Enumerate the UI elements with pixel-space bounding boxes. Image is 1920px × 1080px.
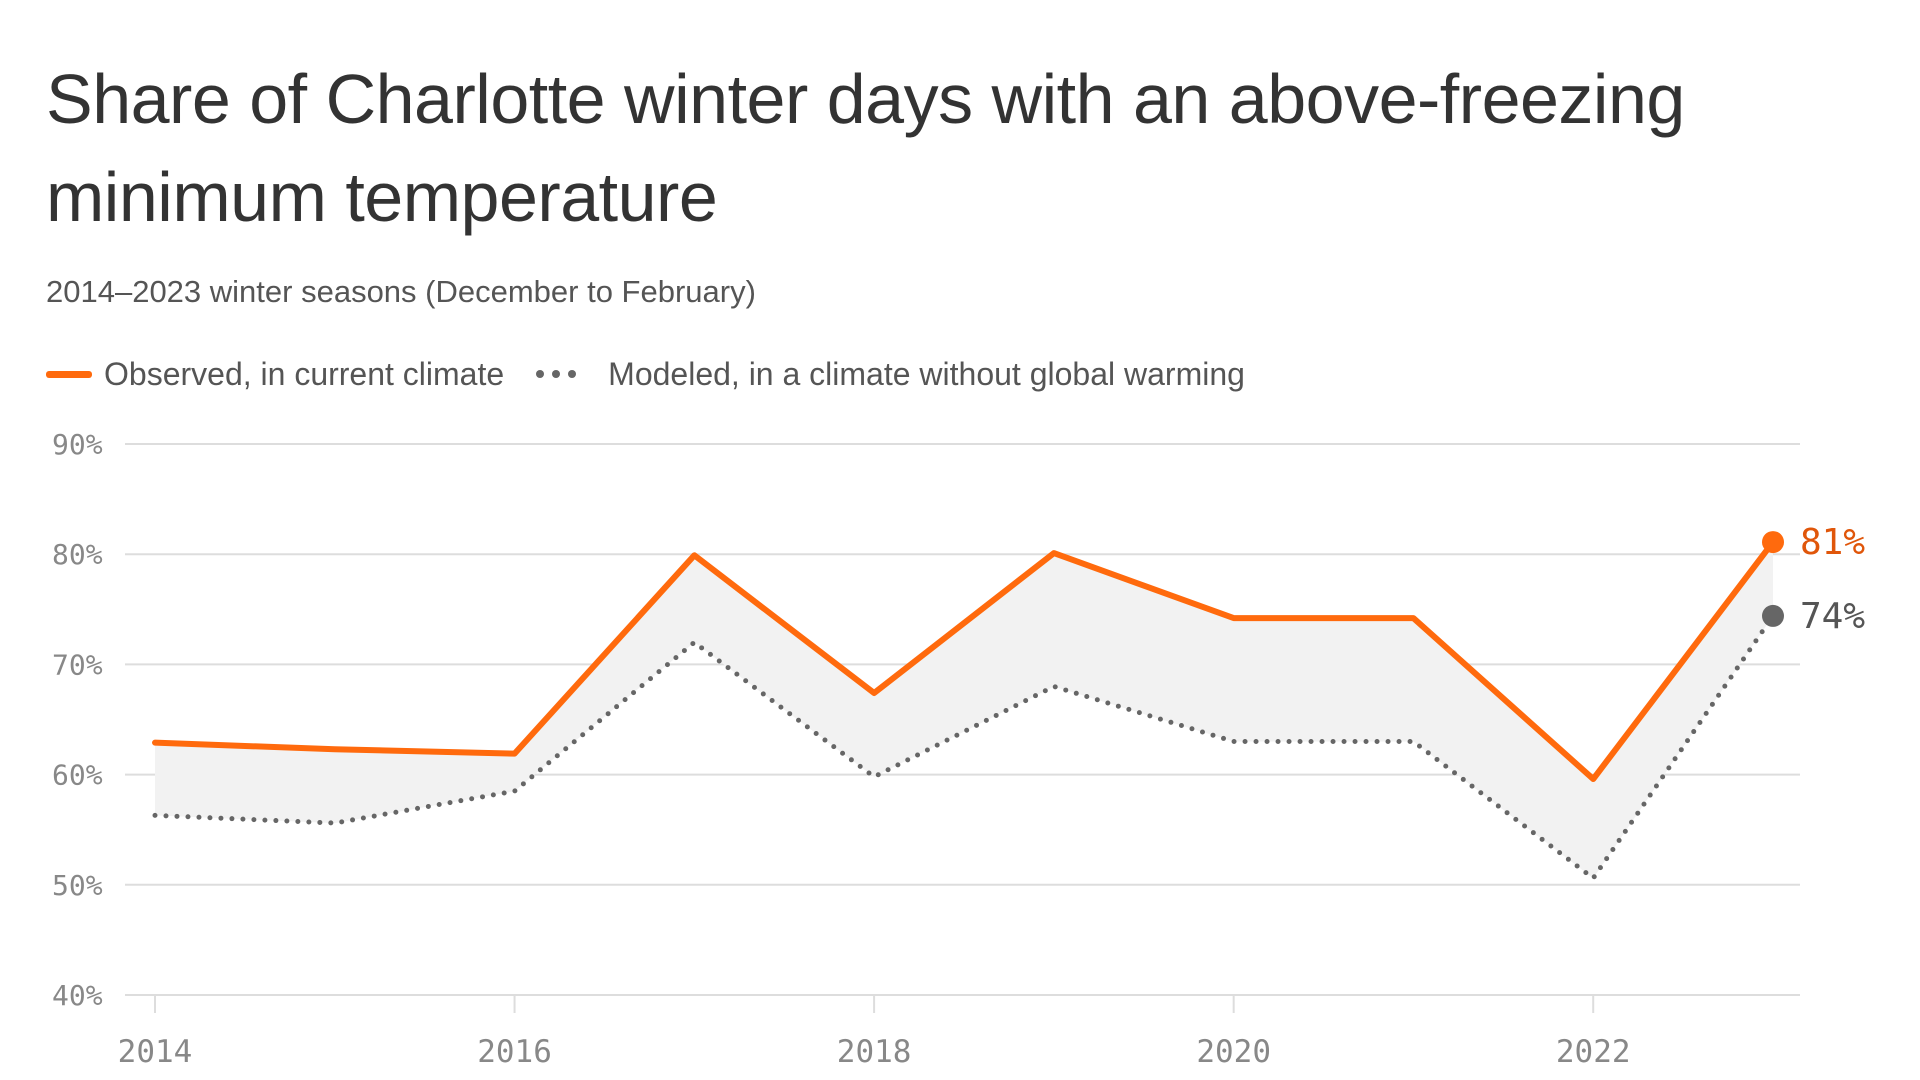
y-tick-label-50: 50% (52, 869, 103, 902)
observed-end-dot (1762, 531, 1784, 554)
shaded-gap-area (155, 542, 1773, 879)
x-tick-label-2014: 2014 (118, 1034, 193, 1070)
chart-subtitle: 2014–2023 winter seasons (December to Fe… (46, 274, 756, 309)
observed-end-label: 81% (1800, 522, 1865, 563)
observed-point-2015 (332, 746, 338, 752)
y-tick-label-40: 40% (52, 979, 103, 1012)
observed-line-swatch (46, 370, 92, 378)
observed-point-2016 (512, 751, 518, 757)
modeled-end-dot (1762, 604, 1784, 627)
modeled-point-2019 (1051, 683, 1057, 689)
y-tick-label-60: 60% (52, 759, 103, 792)
modeled-point-2020 (1231, 739, 1237, 745)
x-tick-label-2020: 2020 (1196, 1034, 1271, 1070)
legend-label-modeled: Modeled, in a climate without global war… (608, 355, 1245, 392)
modeled-dotted-swatch (536, 370, 584, 378)
chart-title: Share of Charlotte winter days with an a… (46, 60, 1685, 236)
modeled-point-2014 (152, 812, 158, 818)
modeled-point-2022 (1590, 875, 1596, 881)
modeled-point-2016 (512, 788, 518, 794)
observed-point-2019 (1051, 550, 1057, 556)
modeled-point-2018 (871, 774, 877, 780)
modeled-point-2021 (1410, 739, 1416, 745)
x-tick-label-2022: 2022 (1556, 1034, 1631, 1070)
legend-label-observed: Observed, in current climate (104, 355, 505, 392)
observed-point-2018 (871, 690, 877, 696)
modeled-end-label: 74% (1800, 596, 1865, 637)
y-tick-label-80: 80% (52, 538, 103, 571)
y-tick-label-90: 90% (52, 428, 103, 461)
series (152, 539, 1776, 881)
y-tick-label-70: 70% (52, 648, 103, 681)
observed-point-2021 (1410, 615, 1416, 621)
legend: Observed, in current climate Modeled, in… (46, 352, 1277, 396)
gridlines (125, 443, 1800, 996)
x-tick-label-2018: 2018 (837, 1034, 912, 1070)
observed-point-2014 (152, 740, 158, 746)
gap-band (155, 542, 1773, 879)
end-labels: 81% 74% (1762, 522, 1865, 637)
modeled-point-2017 (691, 639, 697, 645)
observed-point-2017 (691, 552, 697, 558)
observed-series-line (152, 539, 1776, 783)
axes: 40% 50% 60% 70% 80% 90% 2014 2016 2018 2020 2022 (52, 428, 1631, 1070)
observed-point-2022 (1590, 776, 1596, 782)
modeled-point-2015 (332, 820, 338, 826)
legend-item-observed: Observed, in current climate (46, 356, 504, 393)
legend-item-modeled: Modeled, in a climate without global war… (536, 356, 1245, 393)
x-tick-label-2016: 2016 (477, 1034, 552, 1070)
observed-point-2020 (1231, 615, 1237, 621)
